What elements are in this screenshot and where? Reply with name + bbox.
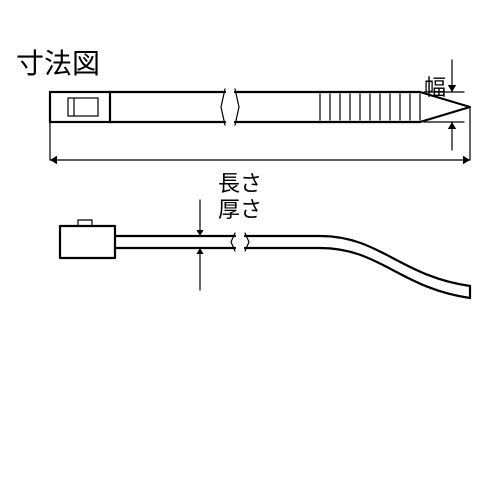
dimension-diagram: 寸法図 幅 長さ 厚さ bbox=[0, 0, 500, 500]
diagram-svg bbox=[0, 0, 500, 500]
